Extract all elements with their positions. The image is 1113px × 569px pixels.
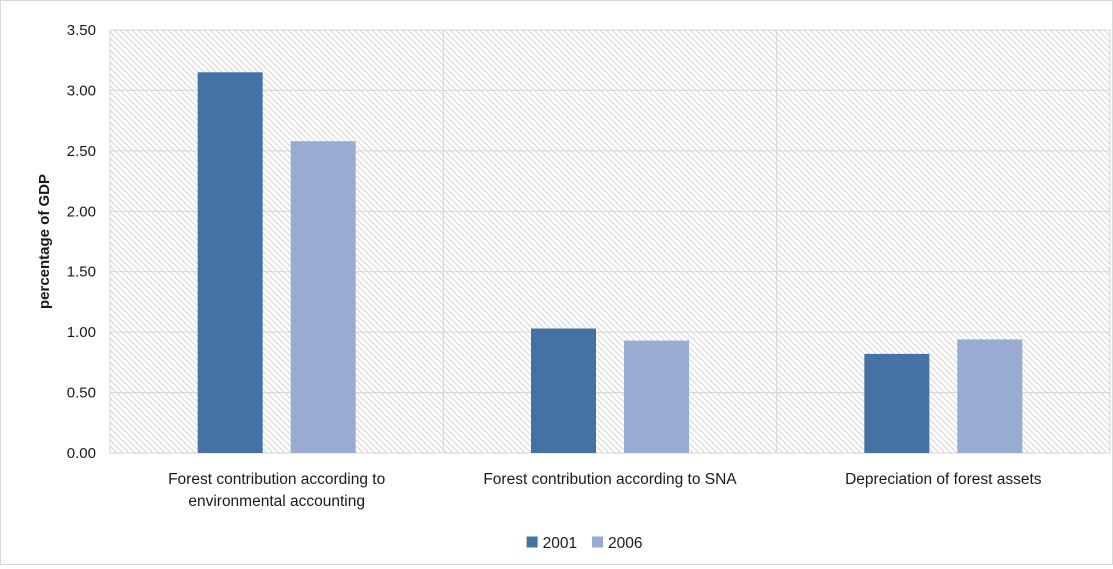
y-tick-label: 3.50 — [67, 22, 96, 39]
y-tick-label: 1.00 — [67, 324, 96, 341]
legend-swatch-2001 — [526, 536, 538, 548]
bar-2001-cat-0 — [197, 72, 263, 454]
y-tick-label: 0.50 — [67, 385, 96, 402]
legend-swatch-2006 — [592, 536, 603, 548]
y-tick-label: 2.00 — [67, 203, 96, 220]
bar-2001-cat-2 — [864, 353, 930, 453]
x-category-label: Forest contribution according to environm… — [168, 471, 385, 510]
legend-label-2006: 2006 — [608, 535, 642, 552]
y-axis-title: percentage of GDP — [36, 174, 53, 309]
y-tick-label: 0.00 — [67, 445, 96, 462]
bar-2006-cat-2 — [957, 339, 1023, 453]
bar-2006-cat-0 — [290, 141, 356, 453]
plot-area — [110, 30, 1110, 453]
y-tick-label: 3.00 — [67, 82, 96, 99]
x-category-label: Depreciation of forest assets — [845, 471, 1042, 488]
legend-label-2001: 2001 — [543, 535, 577, 552]
x-category-label: Forest contribution according to SNA — [483, 471, 737, 488]
y-tick-label: 2.50 — [67, 143, 96, 160]
y-tick-label: 1.50 — [67, 264, 96, 281]
bar-2006-cat-1 — [624, 340, 689, 453]
bar-2001-cat-1 — [531, 328, 596, 453]
